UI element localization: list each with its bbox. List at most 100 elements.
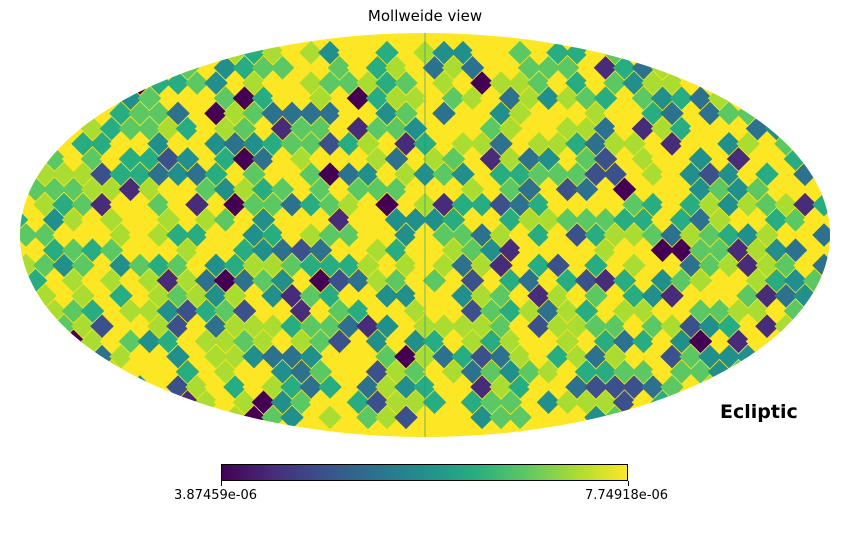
healpix-pixel [479, 116, 504, 141]
healpix-pixel [128, 314, 152, 338]
colorbar [221, 464, 628, 481]
healpix-pixel [394, 284, 418, 308]
healpix-pixel [679, 344, 703, 369]
healpix-pixel [422, 56, 447, 80]
healpix-pixel [574, 390, 599, 414]
healpix-pixel [536, 390, 561, 414]
healpix-pixel [223, 101, 247, 126]
healpix-pixel [603, 132, 627, 156]
healpix-pixel [717, 284, 741, 308]
healpix-pixel [565, 284, 589, 308]
healpix-pixel [261, 223, 285, 247]
healpix-pixel [365, 177, 390, 202]
healpix-pixel [641, 375, 665, 399]
healpix-pixel [327, 268, 352, 293]
healpix-pixel [166, 132, 190, 156]
healpix-pixel [650, 299, 675, 323]
healpix-pixel [764, 238, 789, 262]
healpix-pixel [261, 253, 285, 278]
healpix-pixel [33, 223, 57, 247]
healpix-pixel [308, 208, 333, 232]
healpix-pixel [584, 223, 608, 247]
healpix-pixel [403, 177, 428, 202]
healpix-pixel [394, 71, 418, 95]
healpix-pixel [432, 192, 456, 217]
healpix-pixel [584, 71, 608, 95]
healpix-pixel [280, 375, 304, 399]
healpix-pixel [460, 390, 485, 414]
healpix-pixel [622, 284, 646, 308]
healpix-pixel [394, 101, 418, 126]
healpix-pixel [185, 192, 209, 217]
healpix-pixel [593, 238, 618, 262]
healpix-pixel [42, 299, 67, 323]
healpix-pixel [517, 177, 542, 202]
healpix-pixel [403, 86, 428, 110]
healpix-pixel [251, 86, 276, 110]
healpix-pixel [147, 223, 171, 247]
healpix-pixel [793, 284, 817, 308]
healpix-pixel [565, 375, 589, 399]
healpix-pixel [527, 314, 551, 338]
healpix-pixel [498, 116, 523, 141]
healpix-pixel [508, 101, 532, 126]
healpix-pixel [460, 268, 485, 293]
healpix-pixel [698, 192, 722, 217]
healpix-pixel [736, 223, 760, 247]
healpix-pixel [166, 375, 190, 399]
healpix-pixel [403, 299, 428, 323]
healpix-pixel [698, 253, 722, 278]
healpix-pixel [394, 344, 418, 369]
healpix-pixel [745, 238, 770, 262]
healpix-pixel [631, 56, 656, 80]
healpix-pixel [679, 223, 703, 247]
healpix-pixel [517, 56, 542, 80]
healpix-pixel [603, 71, 627, 95]
healpix-pixel [574, 116, 599, 141]
healpix-pixel [422, 208, 447, 232]
healpix-pixel [517, 329, 542, 354]
healpix-pixel [242, 253, 266, 278]
healpix-pixel [289, 116, 314, 141]
healpix-pixel [242, 314, 266, 338]
healpix-pixel [289, 86, 314, 110]
healpix-pixel [831, 223, 850, 247]
healpix-pixel [432, 101, 456, 126]
healpix-pixel [527, 162, 551, 186]
healpix-pixel [232, 299, 257, 323]
healpix-pixel [536, 208, 561, 232]
healpix-pixel [679, 192, 703, 217]
map-title: Mollweide view [367, 7, 483, 25]
healpix-pixel [147, 253, 171, 278]
healpix-pixel [261, 375, 285, 399]
healpix-pixel [384, 147, 409, 171]
healpix-pixel [356, 405, 380, 430]
healpix-pixel [261, 132, 285, 156]
healpix-pixel [337, 253, 361, 278]
healpix-pixel [783, 299, 808, 323]
healpix-pixel [793, 192, 817, 217]
healpix-pixel [147, 132, 171, 156]
healpix-pixel [574, 86, 599, 110]
healpix-pixel [251, 329, 276, 354]
healpix-pixel [308, 177, 333, 202]
healpix-pixel [764, 208, 789, 232]
healpix-pixel [717, 132, 741, 156]
healpix-pixel [517, 147, 542, 171]
healpix-pixel [71, 162, 95, 186]
healpix-pixel [726, 329, 751, 354]
healpix-pixel [622, 71, 646, 95]
healpix-pixel [147, 192, 171, 217]
healpix-pixel [299, 223, 323, 247]
healpix-pixel [289, 299, 314, 323]
healpix-pixel [137, 268, 162, 293]
healpix-pixel [527, 375, 551, 399]
healpix-pixel [641, 192, 665, 217]
healpix-pixel [669, 238, 694, 262]
healpix-pixel [536, 116, 561, 141]
healpix-pixel [194, 116, 219, 141]
healpix-pixel [337, 284, 361, 308]
healpix-pixel [232, 390, 257, 414]
healpix-pixel [52, 314, 76, 338]
healpix-pixel [622, 101, 646, 126]
